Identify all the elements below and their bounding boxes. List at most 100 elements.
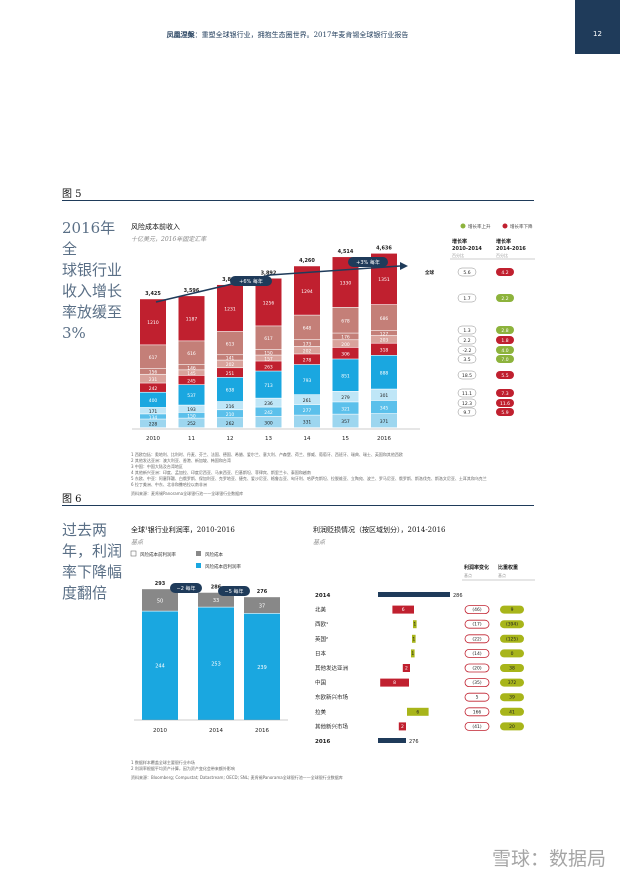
bar-segment: [294, 415, 320, 428]
bar-segment: [217, 368, 243, 378]
bar-segment: [332, 359, 359, 392]
trend-badge: [218, 586, 250, 596]
change-pill: [464, 692, 490, 702]
x-tick-label: 13: [265, 436, 272, 442]
bar-segment: [255, 371, 282, 398]
bar-segment: [294, 364, 320, 395]
data-label: 678: [341, 318, 350, 324]
growth-pill: [457, 370, 477, 380]
change-value: 5: [476, 695, 479, 701]
bar-segment: [178, 418, 205, 428]
weight-pill: [500, 620, 524, 629]
side-line: 2016年全: [62, 219, 116, 258]
data-label: 301: [380, 393, 389, 399]
col-head: 增长率: [496, 238, 511, 245]
trend-badge: [230, 276, 272, 286]
trend-arrow-line: [155, 265, 401, 303]
bar-segment: [178, 384, 205, 405]
bar-segment: [140, 414, 166, 419]
weight-pill: [500, 664, 524, 672]
data-label: 300: [264, 420, 273, 426]
bar-segment: [294, 340, 320, 347]
bar-segment: [371, 304, 397, 331]
footnote: 6 拉丁美洲、中东、北非和撒哈拉以南非洲: [131, 482, 207, 487]
growth-pill: [496, 399, 514, 407]
data-label: 242: [149, 386, 158, 392]
waterfall-value: 6: [416, 709, 419, 715]
change-pill: [464, 721, 490, 731]
side-line: 收入增长: [62, 282, 123, 300]
bar-segment: [332, 340, 359, 348]
data-label: 156: [149, 370, 158, 376]
data-label: 617: [149, 355, 158, 361]
bar-segment: [255, 398, 282, 407]
waterfall-bar: [398, 722, 406, 731]
change-pill: [464, 678, 490, 688]
data-label: 202: [226, 362, 235, 368]
data-label: 236: [264, 401, 273, 407]
weight-pill: [500, 722, 524, 731]
bar-segment: [140, 368, 166, 374]
growth-pill: [457, 407, 477, 417]
data-label: 202: [303, 348, 312, 354]
x-tick-label: 12: [227, 436, 234, 442]
trend-badge: [170, 583, 202, 593]
growth-pill: [496, 326, 514, 334]
growth-value: 5.5: [501, 373, 508, 379]
bar-segment: [294, 354, 320, 365]
trend-badge: [348, 257, 388, 267]
footnote: 5 东欧、中亚：阿塞拜疆、白俄罗斯、保加利亚、克罗地亚、捷克、爱沙尼亚、格鲁吉亚…: [131, 476, 487, 481]
bar-total-label: 276: [257, 589, 268, 595]
data-label: 888: [380, 370, 389, 376]
change-pill: [464, 619, 490, 629]
data-label: 793: [303, 378, 312, 384]
waterfall-start-value: 286: [453, 593, 463, 599]
source-note: 资料来源：麦肯锡Panorama全球银行池——全球银行业数据库: [131, 491, 244, 496]
weight-pill: [500, 707, 524, 716]
growth-pill: [496, 346, 514, 354]
growth-value: 1.8: [501, 338, 508, 344]
footnote: 2 利润率根据平均资产计算，因为资产变化会带来额外影响: [131, 766, 235, 771]
data-label: 200: [341, 342, 350, 348]
watermark: 雪球：数据局: [491, 848, 606, 870]
growth-pill: [457, 325, 477, 335]
right-chart-title: 利润贬损情况（按区域划分），2014-2016: [313, 526, 446, 534]
data-label: 400: [149, 398, 158, 404]
weight-value: 0: [511, 651, 514, 657]
data-label: 210: [226, 412, 235, 418]
bar-segment: [217, 331, 243, 355]
col-head: 2014-2016: [496, 246, 526, 252]
growth-value: 4.2: [501, 270, 508, 276]
profit-bar-risk-cost: [142, 589, 178, 611]
col-head: 增长率: [452, 238, 467, 245]
data-label: 141: [226, 356, 235, 362]
row-label: 中国: [315, 679, 327, 687]
data-label: 851: [341, 373, 350, 379]
col-unit: 基点: [498, 572, 506, 578]
legend-label: 风险成本: [205, 551, 223, 558]
figure-5-label: 图 5: [62, 189, 82, 200]
footnote: 3 中国：中国大陆及台湾地区: [131, 464, 183, 469]
data-label: 277: [303, 408, 312, 414]
waterfall-bar: [412, 634, 416, 643]
data-label: 263: [264, 364, 273, 370]
change-pill: [464, 707, 490, 717]
data-label: 648: [303, 326, 312, 332]
growth-pill: [457, 388, 477, 398]
growth-pill: [457, 293, 477, 303]
growth-pill: [457, 345, 477, 355]
footnote: 1 数据样本覆盖全球主要银行业市场: [131, 760, 195, 765]
data-label: 239: [257, 665, 267, 671]
figure-6-rule: [62, 505, 534, 506]
figure-6-side-text: 过去两 年，利润 率下降幅 度翻倍: [62, 520, 130, 604]
weight-value: 38: [509, 666, 515, 672]
bar-segment: [371, 413, 397, 428]
bar-segment: [371, 355, 397, 389]
profit-bar-after-risk: [244, 613, 280, 720]
bar-total-label: 3,596: [184, 288, 200, 294]
growth-pill: [496, 371, 514, 379]
data-label: 261: [303, 398, 312, 404]
data-label: 127: [380, 331, 389, 337]
x-tick-label: 15: [342, 436, 349, 442]
trend-badge-text: −5 每年: [225, 588, 244, 595]
